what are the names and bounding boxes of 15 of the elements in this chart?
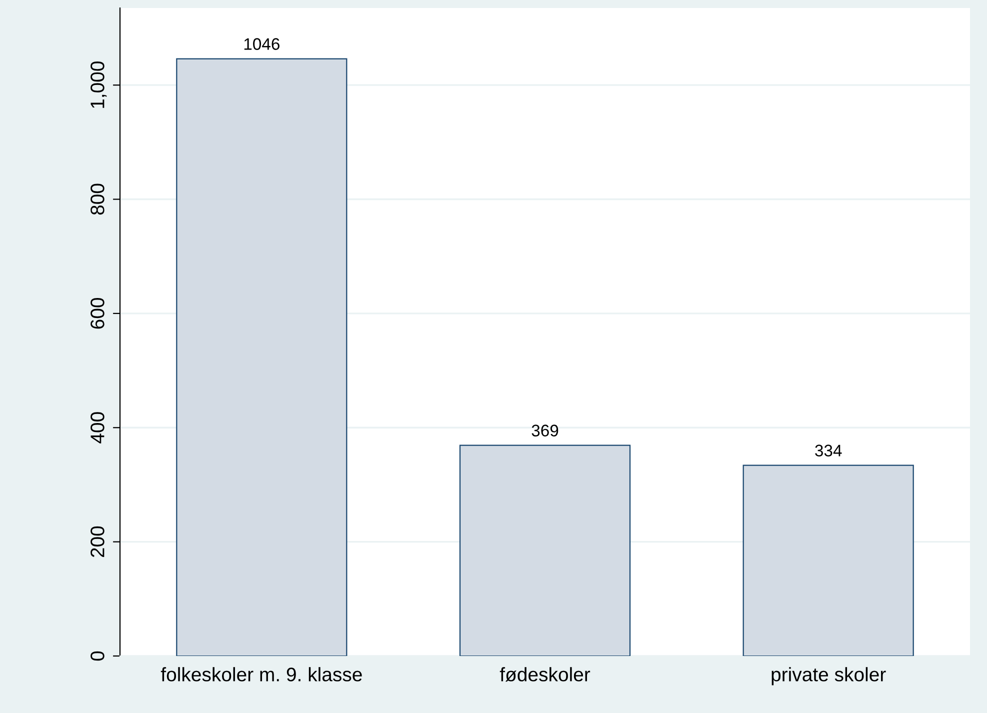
x-tick-label: folkeskoler m. 9. klasse xyxy=(160,667,362,682)
data-label: 1046 xyxy=(244,38,280,50)
y-tick-label: 200 xyxy=(90,526,104,558)
x-tick-label: private skoler xyxy=(772,667,886,686)
data-label: 369 xyxy=(532,424,558,436)
y-tick-label: 800 xyxy=(90,184,104,215)
y-tick-label: 1,000 xyxy=(90,62,107,108)
bar xyxy=(176,58,348,656)
y-tick-label: 600 xyxy=(90,298,104,329)
x-tick-label: fødeskoler xyxy=(500,667,590,682)
data-label: 334 xyxy=(815,444,842,456)
bar xyxy=(459,444,631,656)
y-tick-label: 400 xyxy=(90,412,104,444)
bar xyxy=(742,464,914,656)
y-tick-label: 0 xyxy=(90,651,104,661)
